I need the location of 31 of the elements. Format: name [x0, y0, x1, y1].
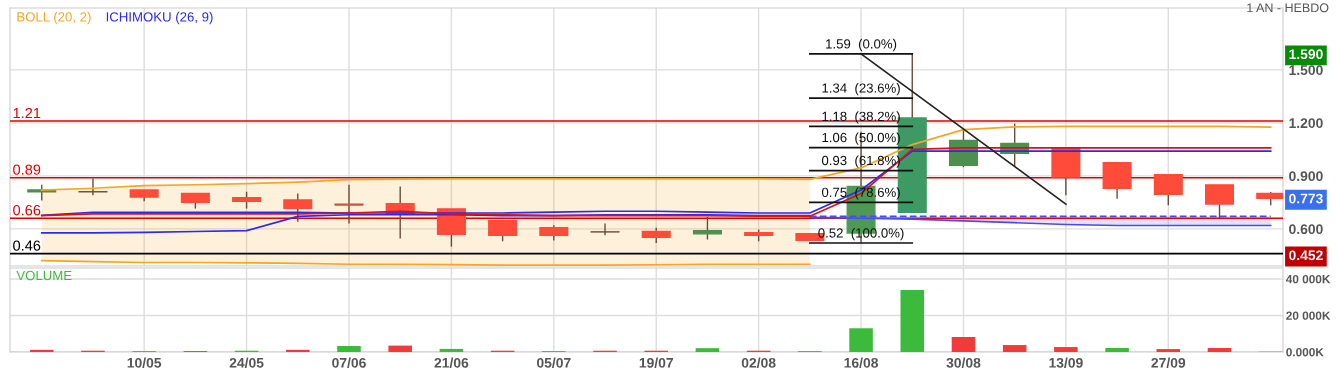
x-tick-label: 05/07 — [536, 357, 571, 368]
text: BOLL (20, 2) — [17, 11, 91, 25]
x-tick-label: 02/08 — [741, 357, 776, 368]
ref-line-label: 1.21 — [13, 107, 41, 119]
y-tick-label: 0.452 — [1289, 250, 1323, 261]
x-tick-label: 19/07 — [639, 357, 673, 368]
x-tick-label: 30/08 — [946, 357, 981, 368]
y-tick-label: 1.590 — [1289, 49, 1323, 60]
y-tick-label: 1.200 — [1289, 118, 1323, 129]
x-tick-label: 13/09 — [1049, 357, 1083, 368]
y-tick-label: 1.500 — [1289, 65, 1323, 76]
x-tick-label: 21/06 — [434, 357, 469, 368]
y-tick-label: 0.600 — [1289, 224, 1323, 235]
y-tick-label: 0.773 — [1289, 193, 1323, 204]
x-tick-label: 07/06 — [332, 357, 366, 368]
ref-line-label: 0.66 — [13, 205, 41, 216]
text: ICHIMOKU (26, 9) — [106, 11, 213, 25]
chart-subtitle: 1 AN - HEBDO — [1247, 3, 1329, 13]
ref-line-label: 0.46 — [13, 240, 41, 251]
y-tick-label: 40 000K — [1285, 274, 1331, 284]
annotation: 1.34 (23.6%) — [822, 83, 900, 96]
x-tick-label: 24/05 — [229, 357, 264, 368]
x-tick-label: 16/08 — [844, 357, 879, 368]
y-tick-label: 0.000K — [1286, 348, 1324, 357]
ref-line-label: 0.89 — [13, 164, 41, 175]
x-tick-label: 27/09 — [1151, 357, 1186, 368]
y-tick-label: 0.900 — [1289, 171, 1323, 182]
annotation: 1.59 (0.0%) — [826, 38, 897, 52]
chart-title: VOLUME — [16, 270, 72, 281]
x-tick-label: 10/05 — [127, 357, 162, 368]
y-tick-label: 20 000K — [1286, 311, 1331, 320]
